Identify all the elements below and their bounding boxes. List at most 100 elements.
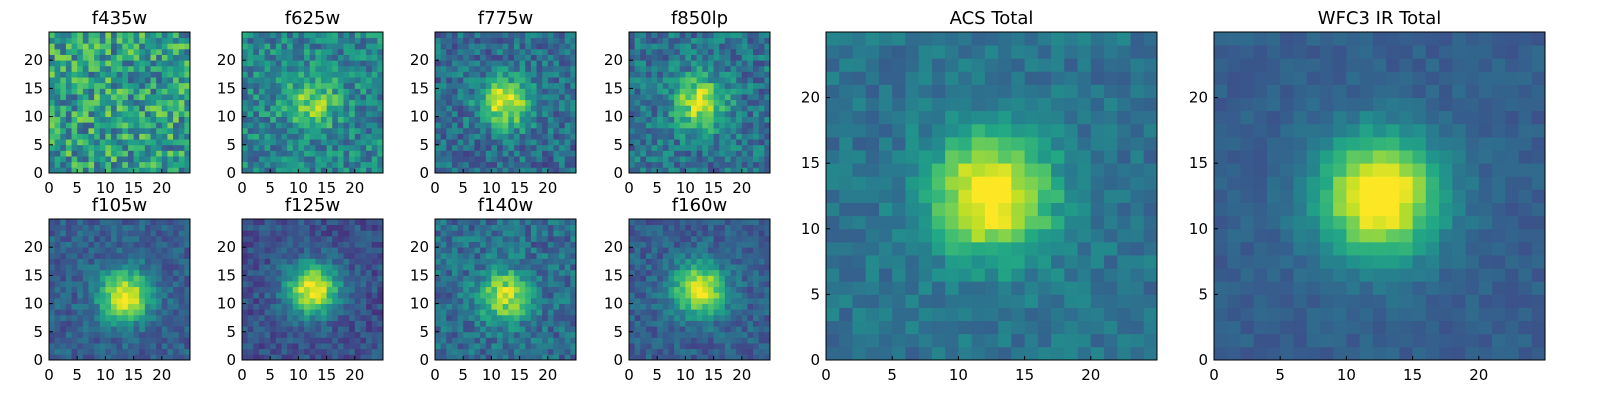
heatmap-cell (156, 127, 163, 134)
heatmap-cell (287, 252, 294, 259)
heatmap-cell (657, 331, 664, 338)
heatmap-cell (657, 133, 664, 140)
heatmap-cell (287, 337, 294, 344)
heatmap-cell (691, 127, 698, 134)
heatmap-cell (662, 258, 669, 265)
heatmap-cell (292, 77, 299, 84)
heatmap-cell (161, 88, 168, 95)
heatmap-cell (542, 144, 549, 151)
heatmap-cell (82, 77, 89, 84)
heatmap-cell (662, 348, 669, 355)
heatmap-cell (377, 235, 384, 242)
heatmap-cell (315, 331, 322, 338)
heatmap-cell (264, 94, 271, 101)
heatmap-cell (657, 54, 664, 61)
heatmap-cell (173, 133, 180, 140)
heatmap-cell (94, 348, 101, 355)
heatmap-cell (343, 264, 350, 271)
heatmap-cell (332, 303, 339, 310)
heatmap-cell (349, 65, 356, 72)
heatmap-cell (634, 144, 641, 151)
heatmap-cell (668, 275, 675, 282)
heatmap-cell (242, 292, 249, 299)
heatmap-cell (741, 110, 748, 117)
heatmap-cell (651, 105, 658, 112)
heatmap-cell (502, 105, 509, 112)
heatmap-cell (315, 281, 322, 288)
heatmap-cell (65, 247, 72, 254)
heatmap-cell (508, 167, 515, 174)
heatmap-cell (242, 71, 249, 78)
heatmap-cell (173, 241, 180, 248)
heatmap-cell (691, 94, 698, 101)
heatmap-cell (547, 88, 554, 95)
heatmap-cell (371, 292, 378, 299)
heatmap-cell (184, 127, 191, 134)
heatmap-cell (105, 88, 112, 95)
heatmap-cell (446, 32, 453, 39)
heatmap-cell (629, 65, 636, 72)
heatmap-cell (144, 264, 151, 271)
heatmap-cell (150, 354, 157, 361)
heatmap-cell (253, 60, 260, 67)
heatmap-cell (247, 32, 254, 39)
heatmap-cell (542, 241, 549, 248)
heatmap-cell (54, 241, 61, 248)
heatmap-cell (645, 286, 652, 293)
heatmap-cell (371, 167, 378, 174)
heatmap-cell (173, 77, 180, 84)
heatmap-cell (713, 161, 720, 168)
heatmap-cell (337, 110, 344, 117)
heatmap-cell (337, 286, 344, 293)
heatmap-cell (258, 116, 265, 123)
heatmap-cell (451, 77, 458, 84)
heatmap-cell (65, 48, 72, 55)
heatmap-cell (144, 60, 151, 67)
heatmap-cell (457, 303, 464, 310)
heatmap-cell (502, 139, 509, 146)
heatmap-cell (54, 77, 61, 84)
heatmap-cell (542, 337, 549, 344)
heatmap-cell (497, 354, 504, 361)
heatmap-cell (651, 110, 658, 117)
heatmap-cell (446, 235, 453, 242)
heatmap-cell (758, 258, 765, 265)
heatmap-cell (547, 122, 554, 129)
heatmap-cell (553, 264, 560, 271)
heatmap-cell (111, 156, 118, 163)
heatmap-cell (298, 258, 305, 265)
heatmap-cell (451, 264, 458, 271)
heatmap-cell (111, 348, 118, 355)
heatmap-cell (702, 326, 709, 333)
heatmap-cell (629, 269, 636, 276)
heatmap-cell (547, 337, 554, 344)
heatmap-cell (71, 258, 78, 265)
heatmap-cell (553, 281, 560, 288)
heatmap-cell (173, 32, 180, 39)
heatmap-cell (298, 219, 305, 226)
heatmap-cell (724, 161, 731, 168)
heatmap-cell (320, 32, 327, 39)
heatmap-cell (332, 144, 339, 151)
heatmap-cell (71, 110, 78, 117)
heatmap-cell (354, 122, 361, 129)
heatmap-cell (674, 88, 681, 95)
heatmap-cell (491, 314, 498, 321)
heatmap-cell (702, 139, 709, 146)
heatmap-cell (629, 88, 636, 95)
heatmap-cell (440, 320, 447, 327)
y-tick-label: 20 (604, 51, 623, 69)
heatmap-cell (264, 161, 271, 168)
heatmap-cell (332, 326, 339, 333)
heatmap-cell (645, 269, 652, 276)
heatmap-cell (144, 99, 151, 106)
heatmap-cell (60, 60, 67, 67)
heatmap-cell (662, 150, 669, 157)
heatmap-cell (82, 286, 89, 293)
heatmap-cell (747, 320, 754, 327)
heatmap-cell (366, 247, 373, 254)
heatmap-cell (287, 99, 294, 106)
heatmap-cell (309, 65, 316, 72)
heatmap-cell (435, 77, 442, 84)
heatmap-cell (702, 65, 709, 72)
